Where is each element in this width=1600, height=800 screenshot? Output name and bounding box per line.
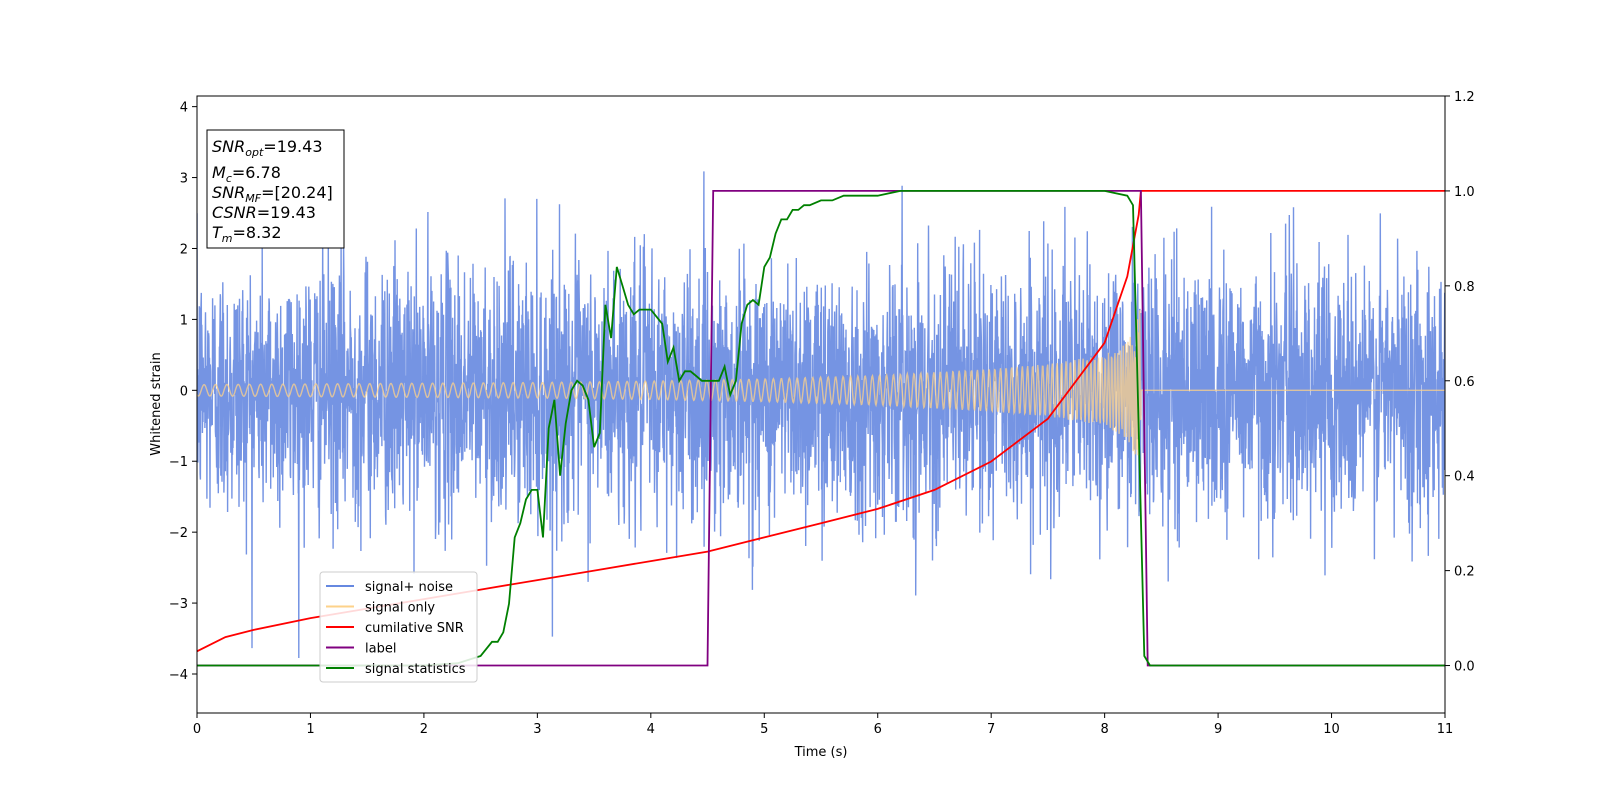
- series-signal-statistics: [197, 190, 1445, 667]
- y-tick-label: 0: [180, 384, 188, 399]
- x-tick-label: 8: [1100, 722, 1108, 737]
- legend-signal-statistics-label: signal statistics: [365, 662, 466, 677]
- legend: signal+ noise signal only cumilative SNR la…: [319, 571, 478, 683]
- plot-frame: [196, 95, 1446, 714]
- y2-tick-label: 1.2: [1454, 90, 1475, 105]
- x-tick-label: 11: [1437, 722, 1454, 737]
- legend-label-label: label: [365, 642, 396, 657]
- info-tm: Tm=8.32: [212, 223, 282, 245]
- x-tick-label: 0: [193, 722, 201, 737]
- y-tick-label: −1: [169, 455, 188, 470]
- info-mc: Mc=6.78: [212, 163, 281, 185]
- x-tick-label: 1: [306, 722, 314, 737]
- y-axis-right: 0.0 0.2 0.4 0.6 0.8 1.0 1.2: [1445, 90, 1475, 675]
- x-tick-label: 6: [874, 722, 882, 737]
- y-tick-label: −2: [169, 526, 188, 541]
- x-tick-label: 9: [1214, 722, 1222, 737]
- y-tick-label: 2: [180, 242, 188, 257]
- legend-frame: [319, 571, 478, 683]
- y2-tick-label: 0.6: [1454, 375, 1475, 390]
- y-tick-label: 1: [180, 313, 188, 328]
- y-tick-label: 4: [180, 101, 188, 116]
- x-tick-label: 3: [533, 722, 541, 737]
- info-csnr: CSNR=19.43: [212, 203, 316, 222]
- x-tick-label: 5: [760, 722, 768, 737]
- info-box-frame: [206, 129, 345, 249]
- legend-signal-only-label: signal only: [365, 601, 435, 616]
- y2-tick-label: 0.4: [1454, 470, 1475, 485]
- legend-cumilative-snr-label: cumilative SNR: [365, 621, 464, 636]
- x-tick-label: 10: [1323, 722, 1340, 737]
- y2-tick-label: 1.0: [1454, 185, 1475, 200]
- y2-tick-label: 0.2: [1454, 565, 1475, 580]
- y-axis-label: Whitened strain: [149, 352, 164, 455]
- legend-signal-noise-label: signal+ noise: [365, 580, 453, 595]
- x-tick-label: 7: [987, 722, 995, 737]
- y-tick-label: −4: [169, 668, 188, 683]
- y2-tick-label: 0.8: [1454, 280, 1475, 295]
- x-axis-label: Time (s): [794, 745, 848, 760]
- info-snr-opt: SNRopt=19.43: [212, 137, 323, 159]
- series-signal-only: [197, 310, 1445, 456]
- y2-tick-label: 0.0: [1454, 660, 1475, 675]
- y-tick-label: −3: [169, 597, 188, 612]
- y-tick-label: 3: [180, 172, 188, 187]
- y-axis-left: −4 −3 −2 −1 0 1 2 3 4: [169, 101, 197, 683]
- x-tick-label: 2: [420, 722, 428, 737]
- x-axis: 0 1 2 3 4 5 6 7 8 9 10 11: [193, 713, 1453, 737]
- info-snr-mf: SNRMF=[20.24]: [212, 183, 333, 205]
- x-tick-label: 4: [647, 722, 655, 737]
- info-box: SNRopt=19.43 Mc=6.78 SNRMF=[20.24] CSNR=…: [206, 129, 345, 249]
